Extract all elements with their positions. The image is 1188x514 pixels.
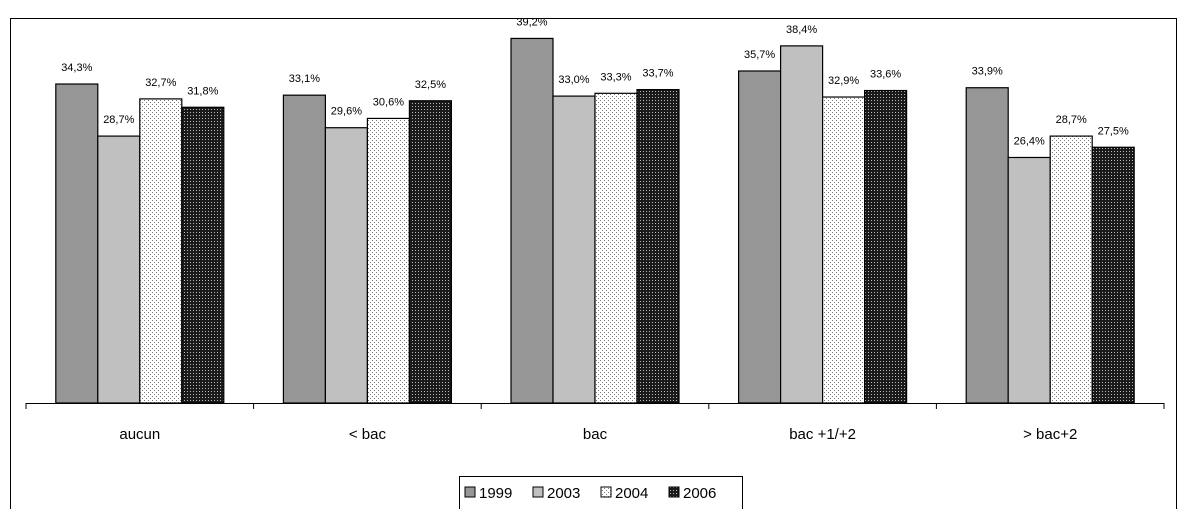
bar-2006-3	[863, 89, 908, 404]
legend-swatch-1999	[464, 486, 476, 498]
data-label-2004-1: 30,6%	[373, 96, 404, 108]
bar-2006-0	[181, 106, 225, 404]
data-label-2003-3: 38,4%	[786, 24, 817, 36]
bar-2003-1	[324, 127, 368, 404]
legend-swatch-2006	[668, 486, 680, 498]
data-label-2003-0: 28,7%	[103, 114, 134, 126]
data-label-2006-4: 27,5%	[1098, 125, 1129, 137]
data-label-2004-2: 33,3%	[600, 71, 631, 83]
bar-1999-4	[965, 87, 1009, 404]
bar-2004-1	[366, 117, 410, 404]
data-label-1999-4: 33,9%	[972, 66, 1003, 78]
legend-label-2006: 2006	[683, 485, 716, 502]
value-labels-layer: 34,3% 28,7% 32,7% 31,8% 33,1% 29,6% 30,6% 32,5%…	[61, 16, 1129, 147]
category-label-2: bac	[583, 426, 608, 443]
bar-2004-4	[1049, 135, 1093, 404]
data-label-1999-0: 34,3%	[61, 62, 92, 74]
bar-2004-3	[821, 96, 866, 404]
x-axis: aucun < bac bac bac +1/+2 > bac+2	[25, 403, 1165, 443]
data-label-2006-0: 31,8%	[187, 85, 218, 97]
category-label-4: > bac+2	[1023, 426, 1077, 443]
legend-label-2004: 2004	[615, 485, 648, 502]
category-label-1: < bac	[349, 426, 387, 443]
bar-2006-2	[636, 88, 680, 404]
bar-2006-4	[1091, 146, 1135, 404]
legend-label-1999: 1999	[479, 485, 512, 502]
bar-1999-2	[510, 37, 554, 404]
data-label-2006-2: 33,7%	[642, 68, 673, 80]
bar-2006-1	[408, 100, 452, 404]
bar-2003-2	[552, 95, 596, 404]
bar-2003-0	[97, 135, 141, 404]
data-label-1999-1: 33,1%	[289, 73, 320, 85]
data-label-1999-2: 39,2%	[516, 16, 547, 28]
data-label-2006-3: 33,6%	[870, 69, 901, 81]
bar-2004-0	[139, 98, 183, 404]
legend-swatch-2004	[600, 486, 612, 498]
legend-swatch-2003	[532, 486, 544, 498]
data-label-2004-4: 28,7%	[1056, 114, 1087, 126]
category-label-0: aucun	[119, 426, 160, 443]
bar-2003-3	[779, 45, 824, 404]
data-label-2004-3: 32,9%	[828, 75, 859, 87]
data-label-2006-1: 32,5%	[415, 79, 446, 91]
bar-2003-4	[1007, 156, 1051, 404]
data-label-1999-3: 35,7%	[744, 49, 775, 61]
legend-label-2003: 2003	[547, 485, 580, 502]
bar-1999-3	[737, 70, 782, 404]
legend: 1999 2003 2004 2006	[459, 476, 743, 510]
bar-1999-1	[282, 94, 326, 404]
bar-2004-2	[594, 92, 638, 404]
data-label-2003-2: 33,0%	[558, 74, 589, 86]
category-label-3: bac +1/+2	[789, 426, 856, 443]
data-label-2004-0: 32,7%	[145, 77, 176, 89]
data-label-2003-4: 26,4%	[1014, 135, 1045, 147]
bar-1999-0	[55, 83, 99, 404]
data-label-2003-1: 29,6%	[331, 106, 362, 118]
